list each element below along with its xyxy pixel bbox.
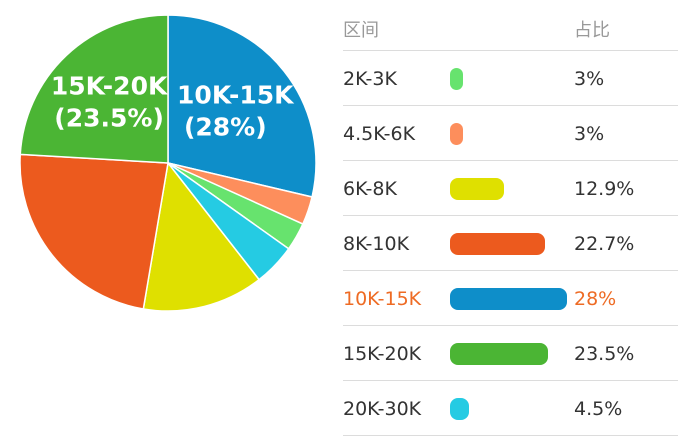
row-range: 10K-15K bbox=[343, 288, 422, 310]
pie-slice-15K-20K bbox=[19, 14, 169, 164]
row-percent: 23.5% bbox=[574, 343, 635, 365]
row-bar bbox=[450, 398, 469, 420]
row-bar bbox=[450, 68, 463, 90]
row-range: 20K-30K bbox=[343, 398, 422, 420]
row-percent: 4.5% bbox=[574, 398, 623, 420]
table-row[interactable]: 6K-8K 12.9% bbox=[343, 161, 678, 216]
row-range: 15K-20K bbox=[343, 343, 422, 365]
salary-pie-chart: 10K-15K (28%) 15K-20K (23.5%) bbox=[19, 14, 317, 312]
pie-slice-6K-8K bbox=[142, 161, 261, 312]
row-bar bbox=[450, 178, 504, 200]
header-range: 区间 bbox=[343, 20, 379, 41]
table-row[interactable]: 10K-15K 28% bbox=[343, 271, 678, 326]
table-header: 区间 占比 bbox=[343, 0, 678, 51]
pie-pct-10K-15K: (28%) bbox=[184, 113, 267, 142]
row-range: 4.5K-6K bbox=[343, 123, 416, 145]
table-row[interactable]: 8K-10K 22.7% bbox=[343, 216, 678, 271]
pie-pct-15K-20K: (23.5%) bbox=[54, 104, 164, 133]
row-percent: 3% bbox=[574, 68, 605, 90]
row-bar bbox=[450, 233, 545, 255]
table-row[interactable]: 15K-20K 23.5% bbox=[343, 326, 678, 381]
pie-slice-10K-15K bbox=[167, 14, 317, 198]
row-percent: 12.9% bbox=[574, 178, 635, 200]
row-bar bbox=[450, 288, 567, 310]
table-row[interactable]: 20K-30K 4.5% bbox=[343, 381, 678, 436]
pie-slice-8K-10K bbox=[19, 153, 169, 310]
row-range: 8K-10K bbox=[343, 233, 410, 255]
row-bar bbox=[450, 123, 463, 145]
row-percent: 22.7% bbox=[574, 233, 635, 255]
row-percent: 3% bbox=[574, 123, 605, 145]
row-bar bbox=[450, 343, 549, 365]
table-row[interactable]: 2K-3K 3% bbox=[343, 51, 678, 106]
header-ratio: 占比 bbox=[574, 20, 610, 41]
row-range: 6K-8K bbox=[343, 178, 397, 200]
pie-label-15K-20K: 15K-20K bbox=[51, 72, 169, 101]
row-range: 2K-3K bbox=[343, 68, 397, 90]
row-percent: 28% bbox=[574, 288, 617, 310]
pie-label-10K-15K: 10K-15K bbox=[177, 81, 295, 110]
table-row[interactable]: 4.5K-6K 3% bbox=[343, 106, 678, 161]
